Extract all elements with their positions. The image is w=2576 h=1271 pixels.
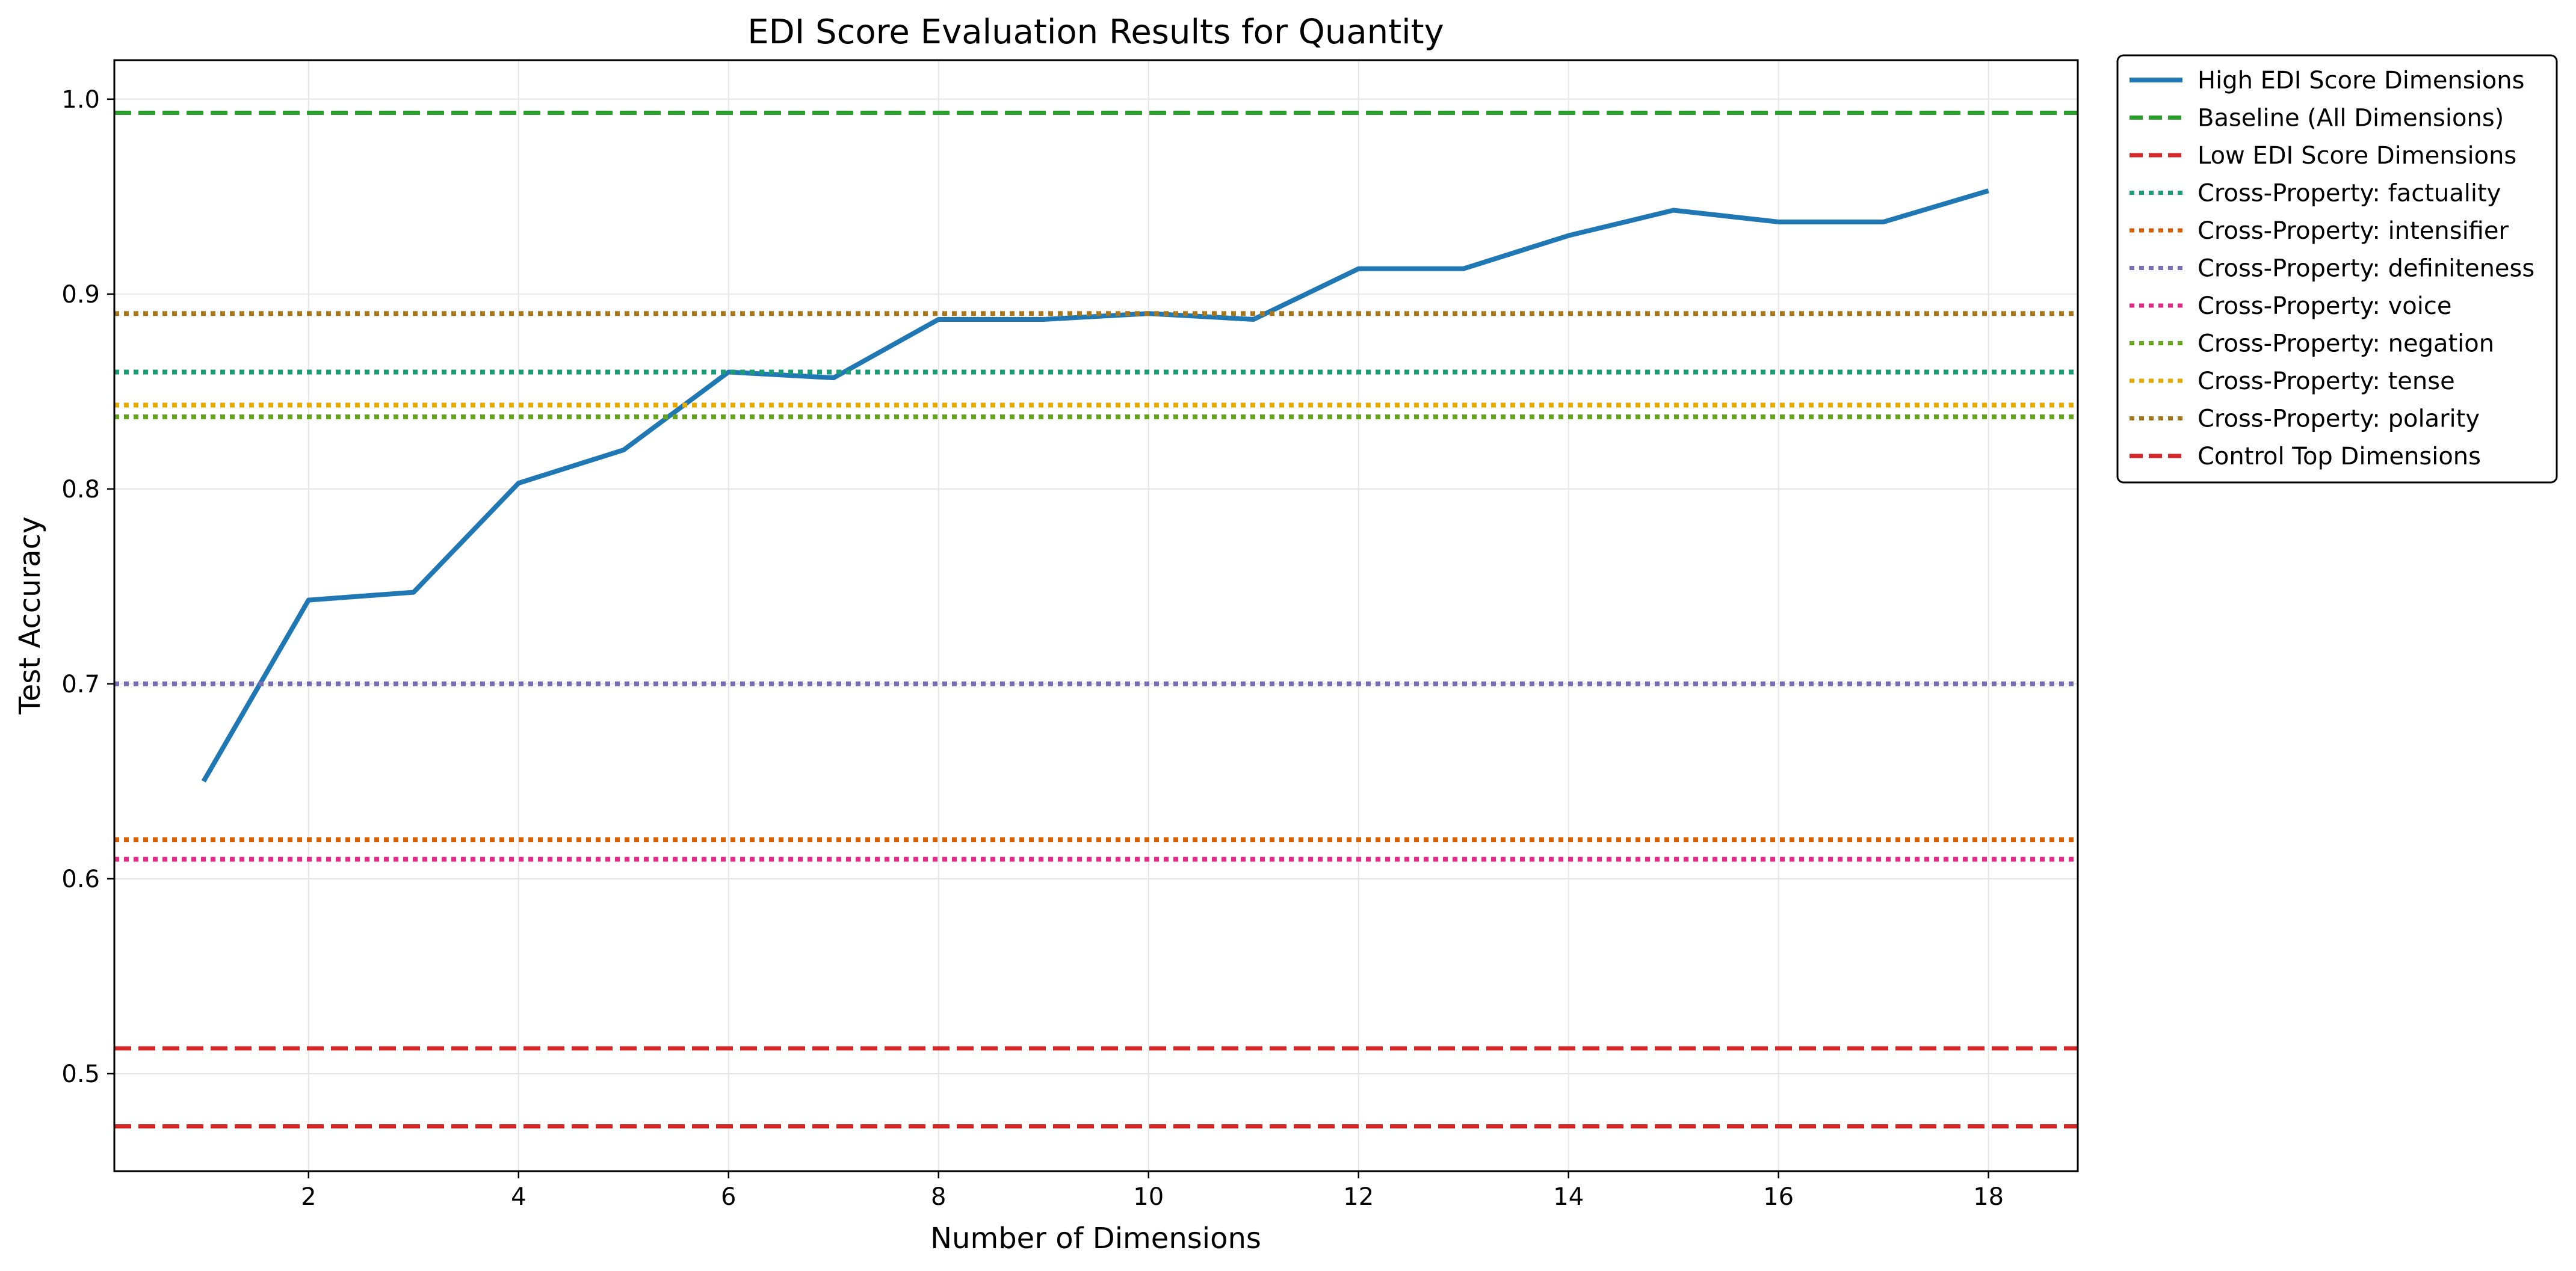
axis-ticks: 2 4 6 8 10 12 14 16 18 0.5 0.6 0.7 0.8 0.9 1.0 (61, 86, 2004, 1211)
x-tick-label: 6 (721, 1183, 736, 1211)
y-tick-label: 0.8 (61, 476, 100, 503)
y-tick-label: 0.6 (61, 866, 100, 893)
legend-label: Control Top Dimensions (2198, 443, 2481, 470)
x-tick-label: 2 (301, 1183, 316, 1211)
y-tick-label: 0.7 (61, 671, 100, 698)
legend-label: Cross-Property: tense (2198, 368, 2455, 395)
legend: High EDI Score Dimensions Baseline (All D… (2116, 54, 2558, 484)
grid (114, 60, 2078, 1171)
x-tick-label: 16 (1763, 1183, 1794, 1211)
y-axis-label: Test Accuracy (13, 517, 47, 715)
series-line-high-edi (201, 188, 1989, 783)
x-tick-label: 12 (1343, 1183, 1374, 1211)
plot-series (114, 110, 2078, 1128)
x-tick-label: 8 (931, 1183, 946, 1211)
legend-label: Cross-Property: intensifier (2198, 217, 2509, 245)
x-tick-label: 4 (511, 1183, 526, 1211)
legend-label: Cross-Property: polarity (2198, 405, 2480, 433)
y-tick-label: 0.5 (61, 1060, 100, 1088)
legend-label: Cross-Property: factuality (2198, 180, 2501, 208)
plot-frame (113, 59, 2079, 1172)
x-tick-label: 18 (1973, 1183, 2004, 1211)
x-tick-label: 14 (1553, 1183, 1584, 1211)
legend-label: Cross-Property: definiteness (2198, 255, 2534, 283)
x-tick-label: 10 (1133, 1183, 1164, 1211)
legend-label: Baseline (All Dimensions) (2198, 105, 2504, 132)
legend-label: High EDI Score Dimensions (2198, 67, 2524, 94)
legend-label: Low EDI Score Dimensions (2198, 142, 2516, 170)
legend-label: Cross-Property: voice (2198, 292, 2451, 320)
y-tick-label: 0.9 (61, 281, 100, 309)
x-axis-label: Number of Dimensions (930, 1222, 1261, 1255)
chart-title: EDI Score Evaluation Results for Quantit… (747, 13, 1444, 52)
legend-box (2116, 54, 2558, 484)
legend-label: Cross-Property: negation (2198, 330, 2494, 358)
y-tick-label: 1.0 (61, 86, 100, 114)
